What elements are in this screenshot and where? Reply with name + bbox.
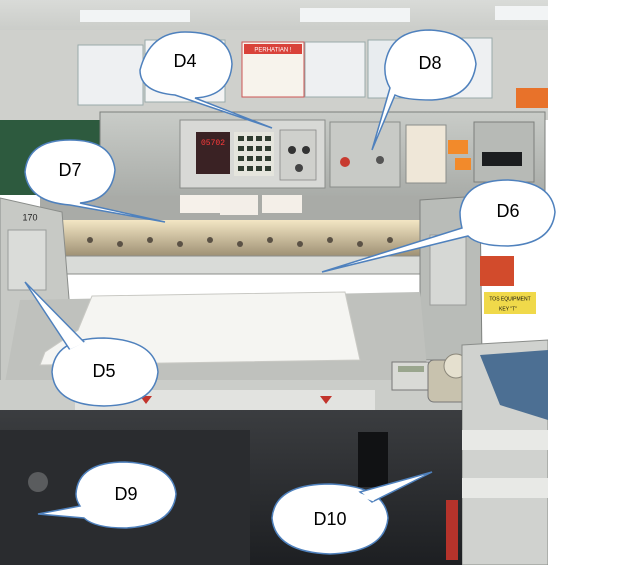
callout-d5-label: D5 [92, 361, 115, 381]
ceiling-light [300, 8, 410, 22]
blade-housing [40, 196, 480, 222]
keypad-keys [238, 136, 271, 171]
callout-d9-label: D9 [114, 484, 137, 504]
equipment-tag-text: TOS EQUIPMENT [489, 296, 530, 302]
front-table-edge [75, 390, 375, 410]
callout-d6: D6 [321, 179, 556, 273]
left-light-curtain [7, 229, 47, 291]
label-tags [262, 195, 302, 213]
red-button [340, 157, 350, 167]
right-light-curtain [429, 234, 467, 306]
callout-d9: D9 [37, 461, 177, 529]
blade-holes [87, 237, 393, 247]
knob [288, 146, 296, 154]
callout-d6-label: D6 [496, 201, 519, 221]
red-lever [446, 500, 458, 560]
orange-label [455, 158, 471, 170]
ceiling-light [495, 6, 548, 20]
display-readout: 05702 [201, 139, 225, 148]
callout-d4: D4 [139, 31, 273, 129]
key-tag-text: KEY "T" [499, 306, 517, 312]
orange-sign [516, 88, 548, 108]
orange-label [448, 140, 468, 154]
warning-triangle [140, 396, 152, 404]
red-led-display [196, 132, 230, 174]
callout-d8: D8 [371, 29, 477, 151]
warning-triangle [320, 396, 332, 404]
callout-d5: D5 [24, 281, 159, 407]
poster [304, 41, 366, 98]
paper-holder [405, 124, 447, 184]
foot-pedal [28, 472, 48, 492]
cabinet-shelf [462, 430, 548, 450]
warning-sign-text: PERHATIAN ! [254, 48, 292, 54]
label-tags [180, 195, 220, 213]
base-handle [358, 432, 388, 487]
right-panel [329, 121, 401, 188]
model-number: 170 [22, 212, 37, 222]
callout-d10-label: D10 [313, 509, 346, 529]
callout-d10: D10 [271, 471, 433, 555]
knob [302, 146, 310, 154]
side-display [482, 152, 522, 166]
blade-gap [62, 220, 424, 258]
callout-d8-label: D8 [418, 53, 441, 73]
red-warning-plate [480, 256, 514, 286]
cabinet-shelf [462, 478, 548, 498]
poster [77, 44, 144, 106]
key-switch [376, 156, 384, 164]
equipment-tag [484, 292, 536, 314]
callout-d7: D7 [24, 139, 166, 223]
poster-warning-header [244, 44, 302, 54]
label-tags [220, 195, 258, 215]
blue-tray [480, 350, 548, 420]
callout-d7-label: D7 [58, 160, 81, 180]
callout-d4-label: D4 [173, 51, 196, 71]
ceiling-light [80, 10, 190, 22]
knob [295, 164, 303, 172]
calculator-screen [398, 366, 424, 372]
